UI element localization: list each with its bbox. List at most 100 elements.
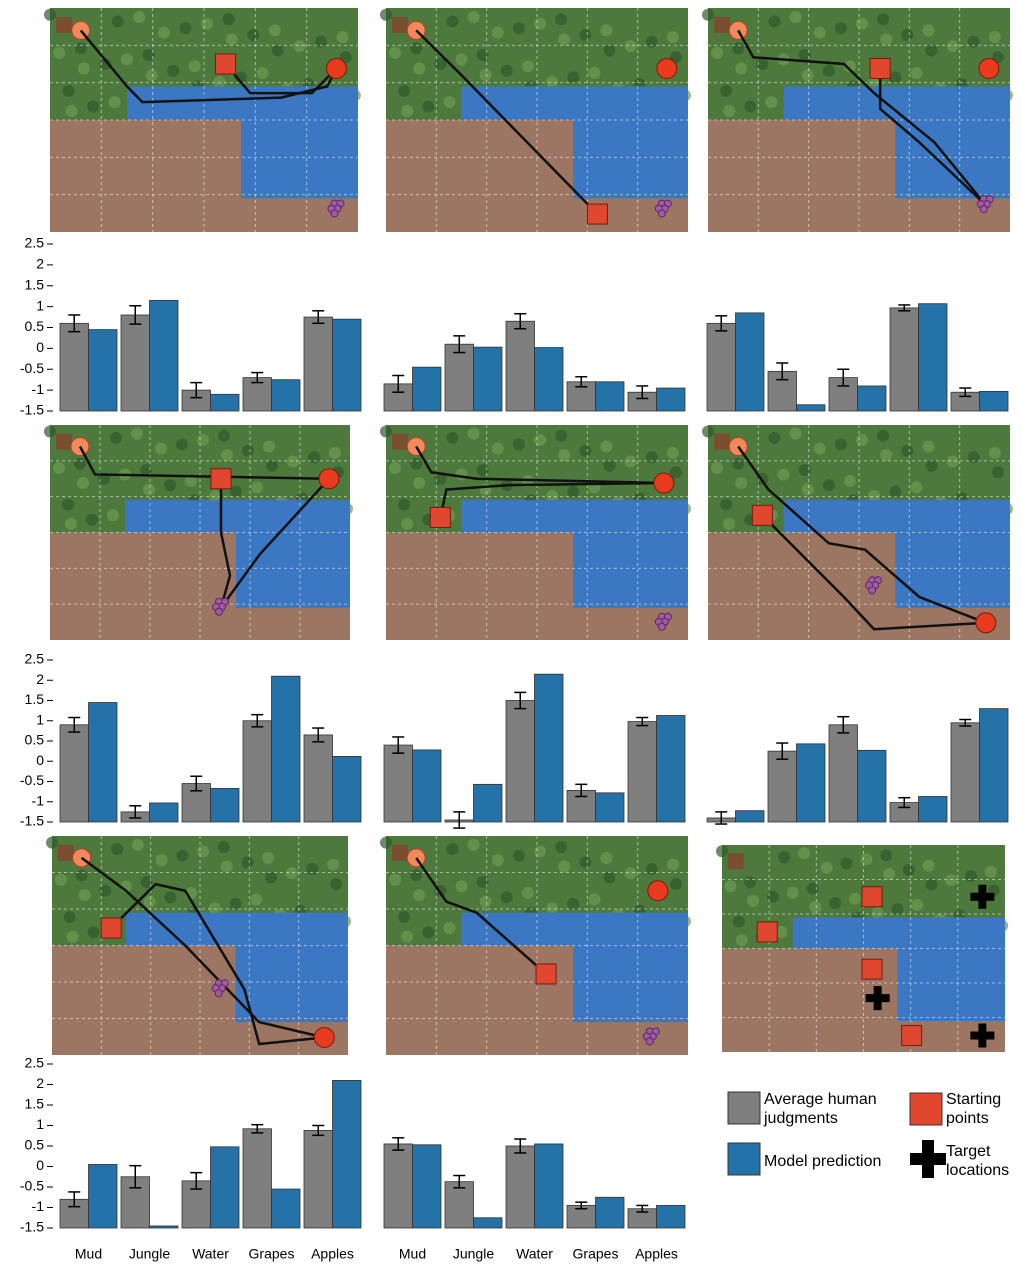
tree xyxy=(209,902,221,914)
grapes xyxy=(869,587,876,594)
tree xyxy=(744,101,756,113)
bar xyxy=(657,388,686,411)
x-tick-label: Grapes xyxy=(573,1246,619,1262)
tree xyxy=(87,926,99,938)
tree xyxy=(716,845,728,857)
tree xyxy=(218,430,230,442)
tree xyxy=(723,105,735,117)
tree xyxy=(247,29,259,41)
tree xyxy=(534,18,546,30)
scenario-map xyxy=(44,8,361,232)
tree xyxy=(75,42,87,54)
tree xyxy=(293,40,305,52)
house xyxy=(56,17,72,33)
tree xyxy=(835,438,847,450)
y-tick-label: 2 xyxy=(36,256,44,272)
tree xyxy=(877,13,889,25)
bar xyxy=(797,744,826,822)
tree xyxy=(945,874,957,886)
apple xyxy=(654,473,674,493)
bar xyxy=(919,796,948,822)
tree xyxy=(272,45,284,57)
tree xyxy=(588,67,600,79)
tree xyxy=(410,42,422,54)
apple xyxy=(657,58,677,78)
tree xyxy=(567,71,579,83)
tree xyxy=(821,862,833,874)
tree xyxy=(711,462,723,474)
tree xyxy=(262,852,274,864)
bar xyxy=(272,676,301,822)
tree xyxy=(625,867,637,879)
bar xyxy=(445,344,474,411)
tree xyxy=(55,874,67,886)
bar xyxy=(413,367,442,411)
tree xyxy=(880,849,892,861)
tree xyxy=(492,27,504,39)
bar xyxy=(211,1147,240,1228)
bar xyxy=(384,745,413,822)
y-tick-label: -1.5 xyxy=(20,1219,44,1235)
tree xyxy=(558,449,570,461)
tree xyxy=(732,458,744,470)
tree xyxy=(62,85,74,97)
tree xyxy=(877,430,889,442)
bar xyxy=(797,405,826,411)
tree xyxy=(66,105,78,117)
start-square xyxy=(752,505,772,525)
tree xyxy=(555,430,567,442)
tree xyxy=(226,33,238,45)
bar xyxy=(858,750,887,822)
tree xyxy=(389,874,401,886)
bar xyxy=(535,674,564,822)
tree xyxy=(230,486,242,498)
tree xyxy=(79,889,91,901)
tree xyxy=(735,62,747,74)
tree xyxy=(790,11,802,23)
bar xyxy=(535,348,564,411)
tree xyxy=(456,468,468,480)
tree xyxy=(600,852,612,864)
start-square xyxy=(862,887,882,907)
tree xyxy=(308,451,320,463)
y-tick-label: 2.5 xyxy=(25,235,45,251)
tree xyxy=(534,434,546,446)
y-tick-label: 1 xyxy=(36,711,44,727)
tree xyxy=(131,428,143,440)
tree xyxy=(223,13,235,25)
bar xyxy=(150,1226,179,1228)
x-tick-label: Apples xyxy=(311,1246,354,1262)
bar xyxy=(596,1197,625,1228)
y-tick-label: -0.5 xyxy=(20,772,44,788)
grapes xyxy=(646,1038,653,1045)
bar xyxy=(474,1218,503,1228)
tree xyxy=(76,869,88,881)
legend-label: Target locations xyxy=(946,1142,1021,1180)
tree xyxy=(923,860,935,872)
bar xyxy=(919,304,948,411)
tree xyxy=(107,509,119,521)
y-tick-label: 1 xyxy=(36,297,44,313)
bar xyxy=(657,715,686,822)
tree xyxy=(667,447,679,459)
tree xyxy=(522,60,534,72)
tree xyxy=(802,69,814,81)
bar xyxy=(628,722,657,822)
bar xyxy=(596,793,625,822)
tree xyxy=(992,466,1004,478)
tree xyxy=(306,863,318,875)
x-tick-label: Jungle xyxy=(129,1246,170,1262)
tree xyxy=(829,897,841,909)
legend-swatch xyxy=(910,1140,946,1178)
tree xyxy=(143,484,155,496)
tree xyxy=(468,839,480,851)
y-tick-label: 1.5 xyxy=(25,691,45,707)
bar xyxy=(150,300,179,411)
tree xyxy=(968,451,980,463)
bar xyxy=(150,803,179,822)
tree xyxy=(266,460,278,472)
bar xyxy=(890,308,919,411)
legend-swatch xyxy=(910,1093,942,1125)
tree xyxy=(158,27,170,39)
tree xyxy=(327,858,339,870)
